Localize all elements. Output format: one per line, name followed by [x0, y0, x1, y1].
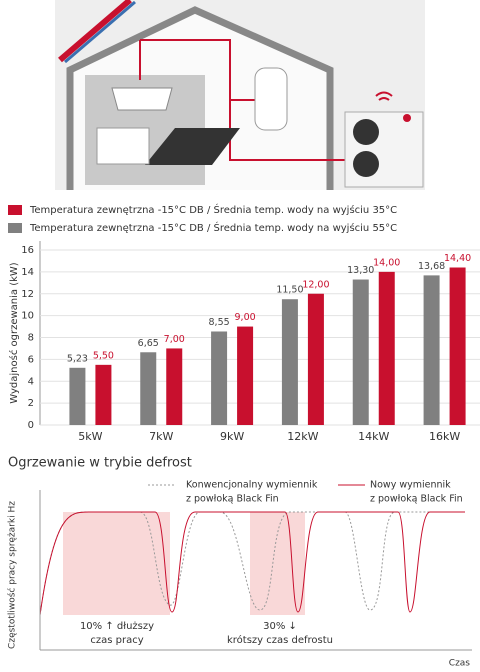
bar	[69, 367, 86, 425]
value-label: 5,50	[93, 350, 114, 361]
legend-swatch	[8, 205, 22, 215]
x-tick-label: 14kW	[358, 430, 389, 443]
bar	[95, 364, 112, 425]
bar	[140, 352, 157, 425]
value-label: 11,50	[276, 285, 303, 296]
y-tick-label: 8	[28, 333, 34, 344]
legend-swatch	[8, 223, 22, 233]
y-tick-label: 16	[21, 245, 34, 256]
defrost-ylabel: Częstotliwość pracy sprężarki Hz	[7, 501, 18, 649]
highlight	[63, 512, 170, 615]
legend-text: z powłoką Black Fin	[186, 494, 279, 505]
value-label: 6,65	[138, 338, 159, 349]
legend-text: Temperatura zewnętrzna -15°C DB / Średni…	[29, 203, 397, 216]
highlight	[250, 512, 305, 615]
value-label: 7,00	[164, 334, 185, 345]
bar	[166, 348, 183, 425]
note: czas pracy	[90, 635, 143, 646]
legend-text: z powłoką Black Fin	[370, 494, 463, 505]
legend-text: Konwencjonalny wymiennik	[186, 480, 318, 491]
y-tick-label: 10	[21, 311, 34, 322]
bar	[352, 279, 369, 425]
bar	[449, 267, 466, 425]
x-tick-label: 5kW	[78, 430, 102, 443]
x-tick-label: 12kW	[287, 430, 318, 443]
note: 10% ↑ dłuższy	[80, 621, 154, 632]
value-label: 12,00	[302, 279, 329, 290]
value-label: 14,00	[373, 257, 400, 268]
bar	[237, 326, 254, 425]
defrost-xlabel: Czas	[449, 659, 471, 669]
y-tick-label: 0	[28, 420, 34, 431]
legend-text: Nowy wymiennik	[370, 480, 451, 491]
note: krótszy czas defrostu	[227, 634, 333, 646]
value-label: 14,40	[444, 253, 471, 264]
value-label: 9,00	[235, 312, 256, 323]
value-label: 13,68	[418, 261, 445, 272]
x-tick-label: 16kW	[429, 430, 460, 443]
curve-new	[39, 511, 465, 616]
defrost-title: Ogrzewanie w trybie defrost	[8, 456, 192, 471]
bar	[423, 275, 440, 425]
y-tick-label: 12	[21, 289, 34, 300]
y-tick-label: 4	[28, 376, 34, 387]
note: 30% ↓	[263, 621, 297, 632]
value-label: 5,23	[67, 353, 88, 364]
y-tick-label: 14	[21, 267, 34, 278]
illustration	[55, 0, 425, 190]
curve-conventional	[39, 511, 460, 616]
x-tick-label: 9kW	[220, 430, 244, 443]
value-label: 13,30	[347, 265, 374, 276]
bar	[281, 299, 298, 425]
y-axis-label: Wydajność ogrzewania (kW)	[8, 262, 20, 404]
bar	[211, 331, 228, 425]
legend-text: Temperatura zewnętrzna -15°C DB / Średni…	[29, 221, 397, 234]
y-tick-label: 2	[28, 398, 34, 409]
x-tick-label: 7kW	[149, 430, 173, 443]
y-tick-label: 6	[28, 354, 34, 365]
bar	[378, 271, 395, 425]
bar	[307, 293, 324, 425]
value-label: 8,55	[209, 317, 230, 328]
